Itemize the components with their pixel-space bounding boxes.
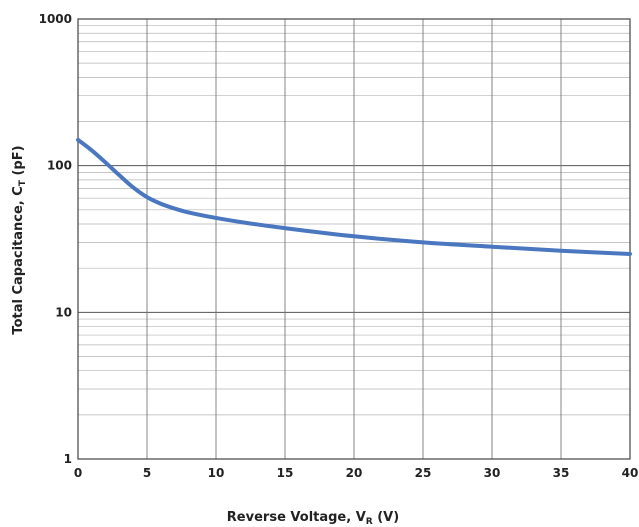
y-tick-label: 1000 xyxy=(39,12,72,26)
y-tick-label: 1 xyxy=(64,452,72,466)
x-tick-labels: 0 5 10 15 20 25 30 35 40 xyxy=(74,466,639,480)
x-axis-label: Reverse Voltage, VR (V) xyxy=(227,510,399,527)
x-tick-label: 5 xyxy=(143,466,151,480)
x-tick-label: 20 xyxy=(346,466,363,480)
x-tick-label: 15 xyxy=(277,466,294,480)
plot-frame xyxy=(77,18,631,460)
capacitance-series-line xyxy=(76,137,632,256)
y-axis-label: Total Capacitance, CT (pF) xyxy=(11,145,28,334)
x-tick-label: 40 xyxy=(622,466,639,480)
x-tick-label: 10 xyxy=(208,466,225,480)
x-tick-label: 25 xyxy=(415,466,432,480)
x-tick-label: 30 xyxy=(484,466,501,480)
y-tick-labels: 1 10 100 1000 xyxy=(39,12,72,466)
series-layer xyxy=(76,137,632,256)
x-tick-label: 35 xyxy=(553,466,570,480)
y-tick-label: 100 xyxy=(47,159,72,173)
x-tick-label: 0 xyxy=(74,466,82,480)
y-tick-label: 10 xyxy=(55,305,72,319)
